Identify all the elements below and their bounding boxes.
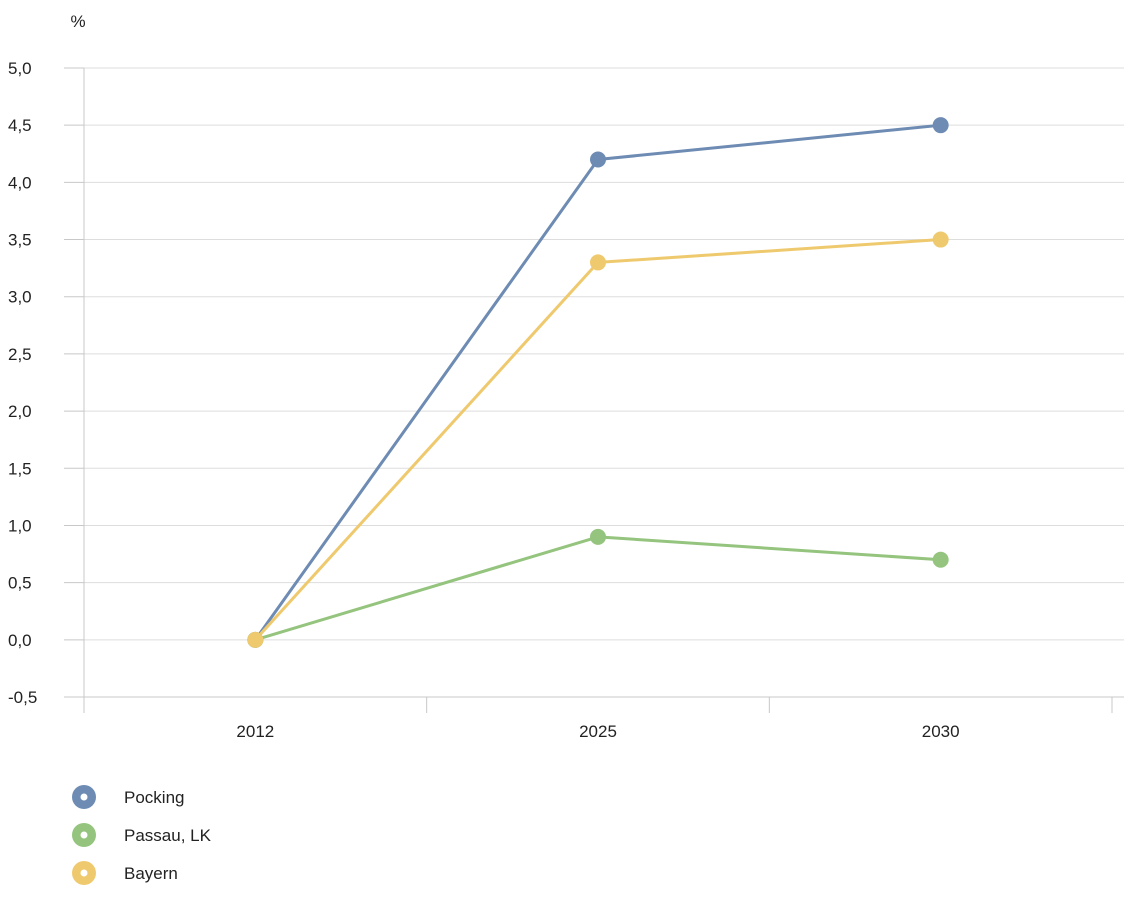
series-line — [254, 535, 941, 642]
series-line — [254, 238, 941, 641]
legend-marker-dot — [80, 831, 88, 839]
series-line — [254, 123, 941, 641]
y-tick-label: 4,5 — [8, 116, 32, 135]
y-tick-label: 1,0 — [8, 516, 32, 535]
y-tick-label: 1,5 — [8, 459, 32, 478]
y-tick-label: 2,0 — [8, 402, 32, 421]
y-tick-label: 2,5 — [8, 345, 32, 364]
axes — [64, 67, 1124, 713]
x-tick-labels: 2012 2025 2030 — [236, 722, 959, 741]
x-tick-label: 2025 — [579, 722, 617, 741]
y-tick-label: 3,0 — [8, 288, 32, 307]
y-axis-label: % — [70, 12, 85, 31]
series-lines — [247, 117, 949, 648]
legend-label: Pocking — [124, 788, 184, 807]
data-point — [590, 254, 606, 271]
y-tick-label: 5,0 — [8, 59, 32, 78]
y-tick-label: -0,5 — [8, 688, 37, 707]
y-tick-label: 0,5 — [8, 574, 32, 593]
data-point — [590, 528, 606, 545]
data-point — [932, 231, 949, 248]
legend-marker-dot — [80, 869, 88, 877]
legend: Pocking Passau, LK Bayern — [72, 785, 212, 885]
x-tick-label: 2012 — [236, 722, 274, 741]
y-tick-labels: -0,5 0,0 0,5 1,0 1,5 2,0 2,5 3,0 3,5 4,0 4,5 5,0 — [8, 59, 37, 707]
grid-lines — [84, 67, 1124, 641]
x-tick-label: 2030 — [922, 722, 960, 741]
y-tick-label: 3,5 — [8, 231, 32, 250]
data-point — [932, 117, 949, 134]
data-point — [932, 551, 949, 568]
y-tick-label: 0,0 — [8, 631, 32, 650]
legend-label: Passau, LK — [124, 826, 212, 845]
legend-marker-dot — [80, 793, 88, 801]
y-tick-label: 4,0 — [8, 173, 32, 192]
data-point — [247, 631, 264, 648]
legend-label: Bayern — [124, 864, 178, 883]
data-point — [590, 151, 606, 168]
